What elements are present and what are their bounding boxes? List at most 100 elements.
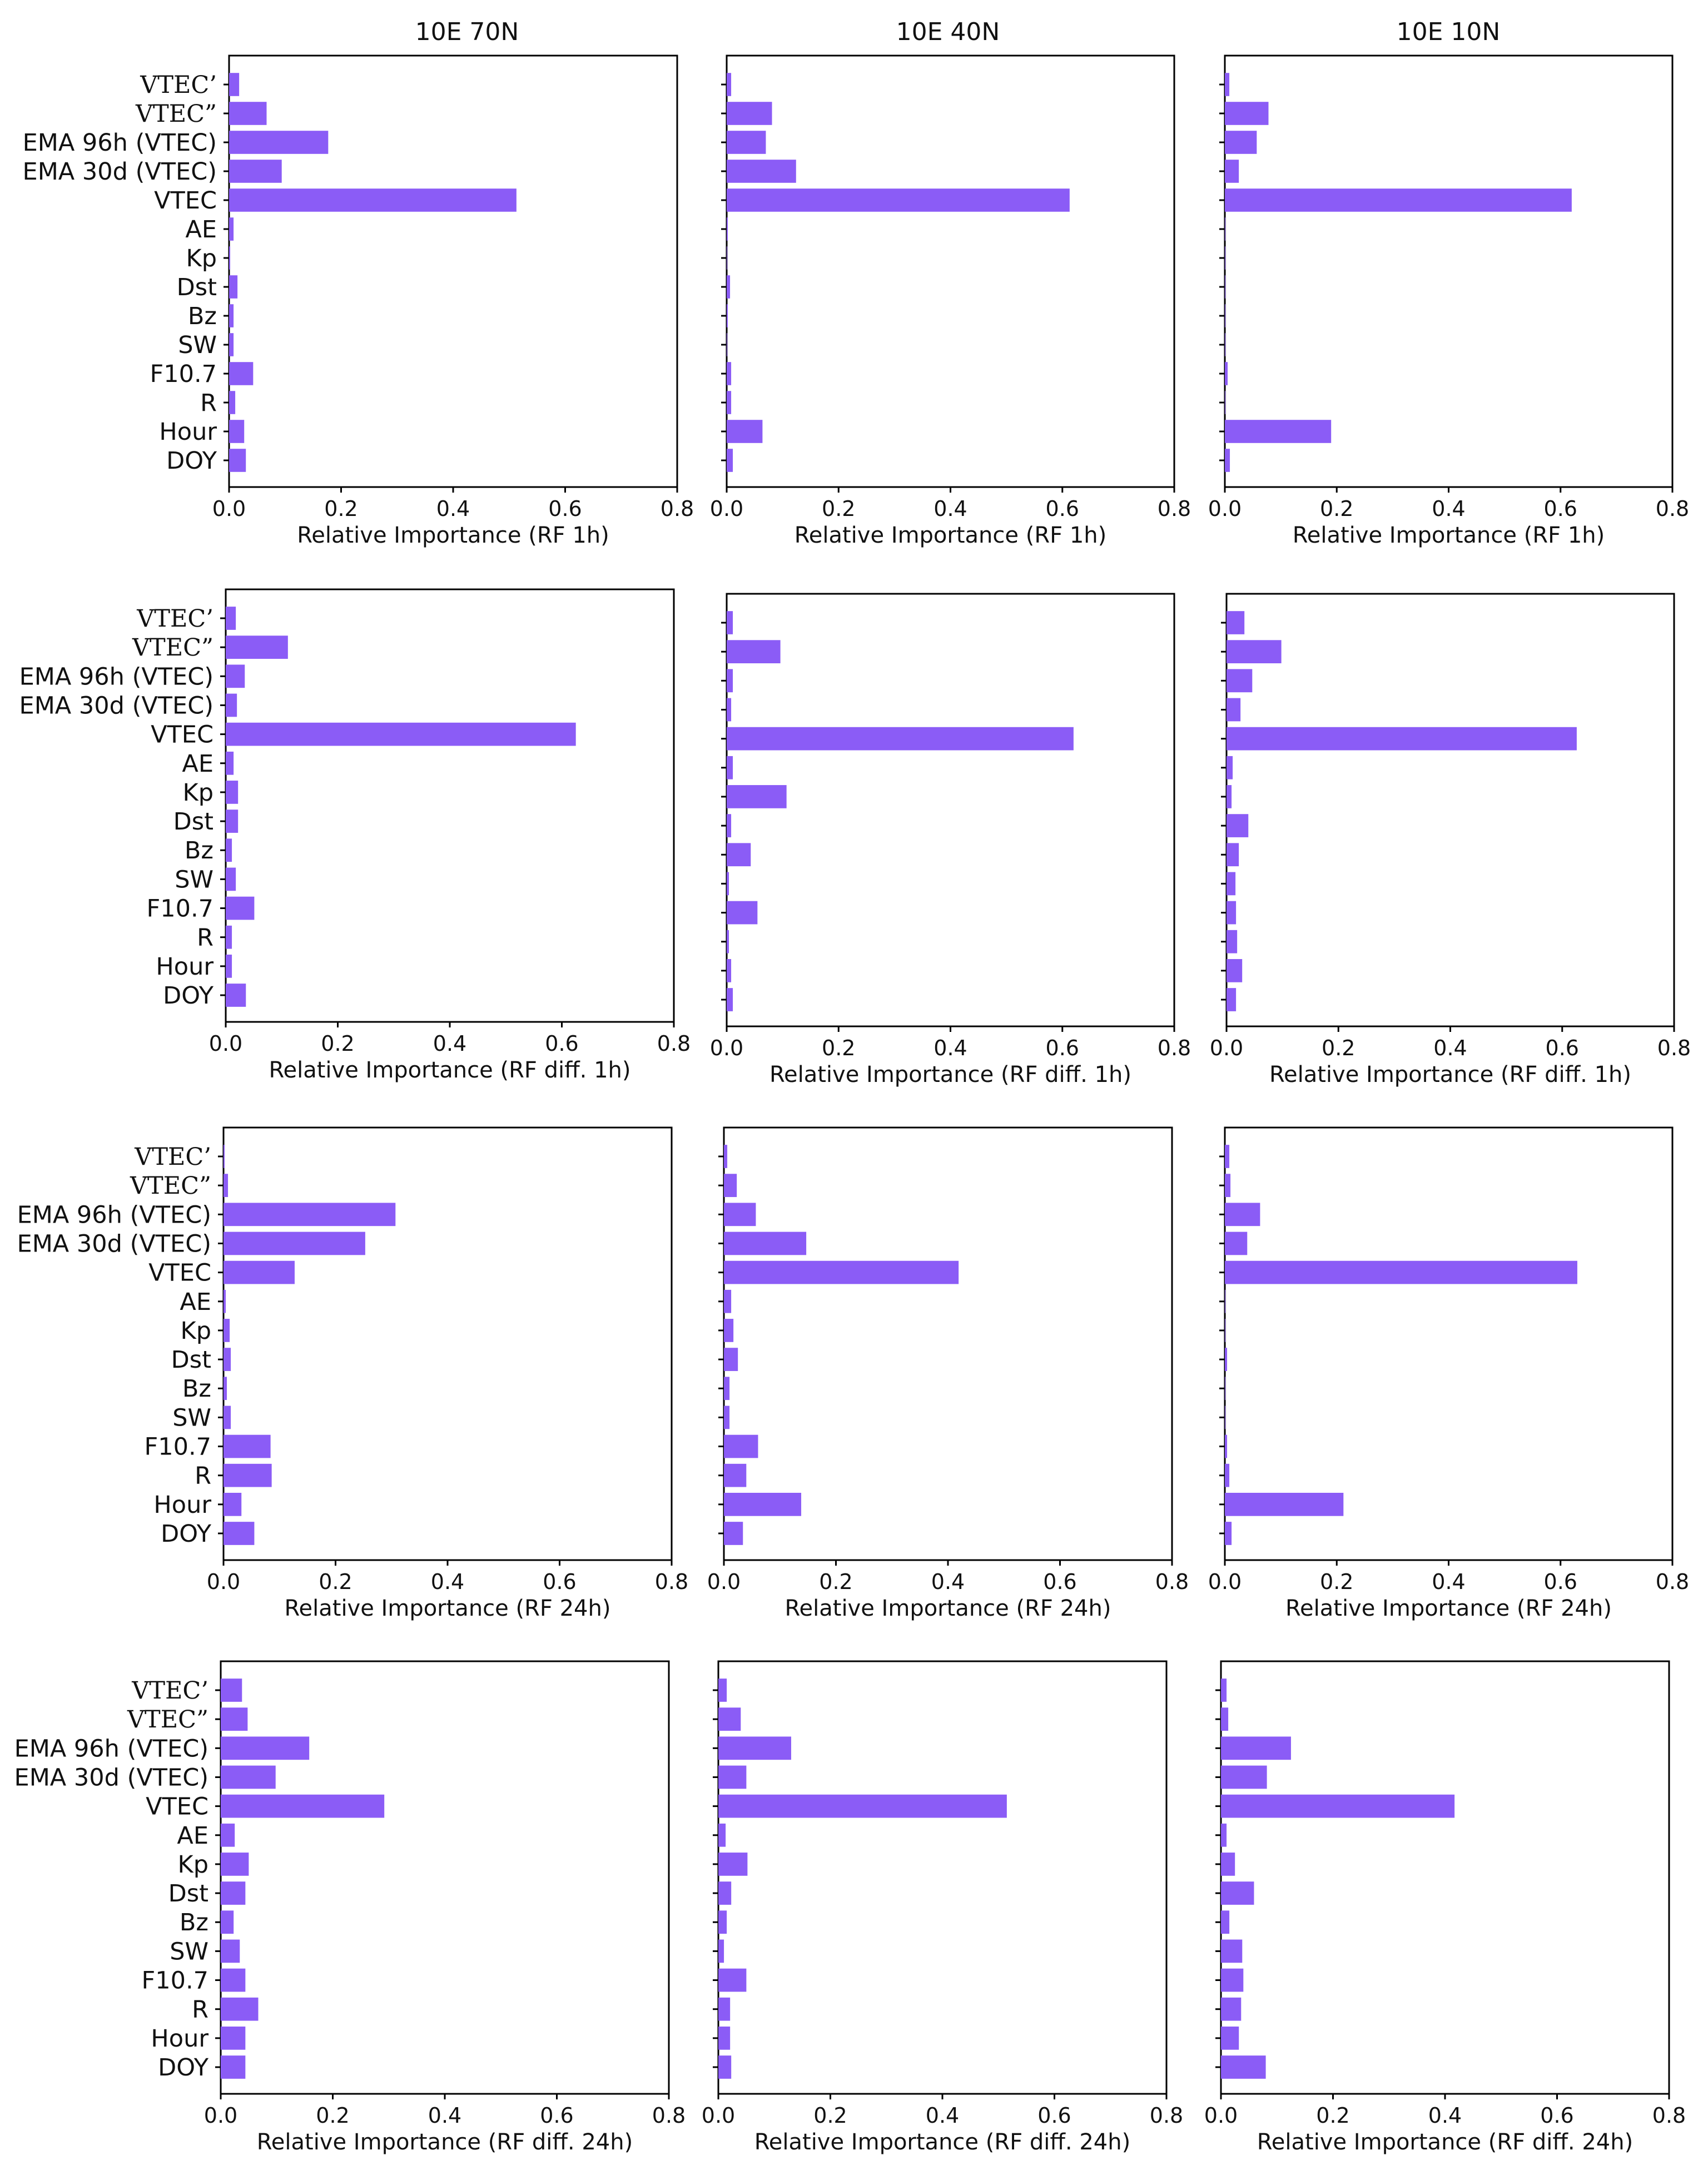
- chart-panel-11: 0.0 0.2 0.4 0.6 0.8 Relative Importance (RF d…: [702, 1660, 1183, 2155]
- x-tick-label: 0.8: [655, 1570, 688, 1594]
- x-tick-label: 0.0: [1208, 496, 1242, 521]
- x-tick-label: 0.4: [934, 1036, 967, 1060]
- bar-6-14: [1227, 988, 1237, 1011]
- bar-8-14: [724, 1522, 743, 1545]
- bar-7-11: [224, 1434, 271, 1458]
- bar-5-3: [727, 669, 733, 693]
- bar-5-10: [727, 872, 729, 896]
- bar-1-14: [229, 449, 246, 472]
- bar-12-8: [1221, 1881, 1254, 1905]
- bar-3-1: [1225, 73, 1230, 96]
- y-tick-label: VTEC: [146, 1793, 208, 1821]
- x-tick-label: 0.0: [207, 1570, 240, 1594]
- chart-panel-12: 0.0 0.2 0.4 0.6 0.8 Relative Importance (RF d…: [1204, 1660, 1686, 2155]
- y-tick-label: EMA 30d (VTEC): [19, 692, 214, 719]
- bar-3-2: [1225, 102, 1269, 125]
- bar-2-5: [727, 188, 1070, 212]
- bar-7-14: [224, 1522, 255, 1545]
- y-tick-label: Dst: [171, 1346, 211, 1374]
- bar-3-11: [1225, 362, 1228, 385]
- bar-5-11: [727, 901, 758, 925]
- y-tick-label: VTEC”: [132, 634, 214, 662]
- chart-panel-5: 0.0 0.2 0.4 0.6 0.8 Relative Importance (RF d…: [710, 593, 1191, 1088]
- x-tick-label: 0.8: [652, 2103, 686, 2128]
- x-tick-label: 0.8: [1656, 1570, 1689, 1594]
- x-tick-label: 0.0: [204, 2103, 237, 2128]
- bar-6-8: [1227, 814, 1249, 837]
- x-tick-label: 0.4: [436, 496, 470, 521]
- bar-6-12: [1227, 930, 1238, 954]
- y-tick-label: VTEC: [148, 1259, 211, 1287]
- bar-1-9: [229, 304, 234, 327]
- x-tick-label: 0.6: [548, 496, 582, 521]
- y-tick-label: Hour: [153, 1491, 211, 1519]
- y-tick-label: AE: [177, 1822, 208, 1850]
- bar-7-2: [224, 1174, 229, 1198]
- y-tick-label: F10.7: [145, 1433, 211, 1461]
- bar-2-12: [727, 391, 732, 414]
- y-tick-label: Kp: [183, 779, 214, 807]
- x-tick-label: 0.6: [543, 1570, 576, 1594]
- bar-5-6: [727, 756, 733, 779]
- bar-11-3: [718, 1736, 791, 1760]
- x-axis-label: Relative Importance (RF diff. 1h): [1269, 1062, 1631, 1088]
- bar-1-10: [229, 333, 234, 356]
- y-tick-label: VTEC: [154, 187, 217, 215]
- bar-2-4: [727, 160, 796, 183]
- y-tick-label: VTEC’: [136, 605, 214, 633]
- bar-5-2: [727, 640, 781, 664]
- bar-3-5: [1225, 188, 1572, 212]
- bar-9-4: [1225, 1232, 1248, 1255]
- chart-panel-9: 0.0 0.2 0.4 0.6 0.8 Relative Importance (RF 2…: [1208, 1126, 1689, 1621]
- y-tick-label: DOY: [163, 982, 214, 1010]
- bar-1-3: [229, 131, 329, 154]
- bar-6-1: [1227, 611, 1245, 634]
- x-tick-label: 0.4: [1428, 2103, 1462, 2128]
- x-tick-label: 0.6: [1540, 2103, 1573, 2128]
- column-title-10e-40n: 10E 40N: [896, 18, 1000, 46]
- x-tick-label: 0.4: [428, 2103, 461, 2128]
- x-tick-label: 0.6: [1544, 496, 1577, 521]
- y-tick-label: AE: [185, 216, 217, 244]
- y-tick-label: EMA 96h (VTEC): [19, 663, 214, 691]
- bar-10-10: [221, 1939, 240, 1963]
- chart-panel-6: 0.0 0.2 0.4 0.6 0.8 Relative Importance (RF d…: [1210, 593, 1691, 1088]
- bar-5-14: [727, 988, 733, 1011]
- x-tick-label: 0.6: [540, 2103, 573, 2128]
- x-tick-label: 0.8: [1150, 2103, 1183, 2128]
- x-tick-label: 0.8: [657, 1031, 691, 1056]
- bar-4-12: [226, 925, 232, 949]
- x-tick-label: 0.0: [710, 1036, 743, 1060]
- x-tick-label: 0.0: [707, 1570, 741, 1594]
- bar-11-14: [718, 2055, 732, 2079]
- x-tick-label: 0.0: [702, 2103, 735, 2128]
- x-tick-label: 0.2: [1322, 1036, 1355, 1060]
- x-axis-label: Relative Importance (RF diff. 1h): [769, 1062, 1131, 1088]
- bar-5-13: [727, 959, 732, 982]
- x-tick-label: 0.6: [545, 1031, 578, 1056]
- x-tick-label: 0.6: [1037, 2103, 1071, 2128]
- bar-2-8: [727, 275, 731, 299]
- y-tick-label: F10.7: [147, 895, 214, 923]
- x-tick-label: 0.4: [1432, 496, 1465, 521]
- bar-1-8: [229, 275, 238, 299]
- y-tick-label: EMA 30d (VTEC): [14, 1764, 208, 1791]
- bar-12-13: [1221, 2026, 1239, 2050]
- bar-11-7: [718, 1853, 748, 1876]
- x-tick-label: 0.8: [1652, 2103, 1686, 2128]
- bar-6-13: [1227, 959, 1243, 982]
- bar-6-11: [1227, 901, 1237, 925]
- bar-2-3: [727, 131, 766, 154]
- x-tick-label: 0.8: [1158, 1036, 1191, 1060]
- bar-10-7: [221, 1853, 249, 1876]
- y-tick-label: F10.7: [150, 360, 217, 388]
- bar-2-9: [727, 304, 728, 327]
- y-tick-label: DOY: [158, 2054, 209, 2082]
- bar-6-4: [1227, 698, 1241, 722]
- bar-4-14: [226, 984, 246, 1007]
- bar-12-7: [1221, 1853, 1235, 1876]
- bar-5-7: [727, 785, 787, 808]
- bar-5-9: [727, 843, 751, 867]
- y-tick-label: Dst: [177, 274, 217, 301]
- bar-6-9: [1227, 843, 1239, 867]
